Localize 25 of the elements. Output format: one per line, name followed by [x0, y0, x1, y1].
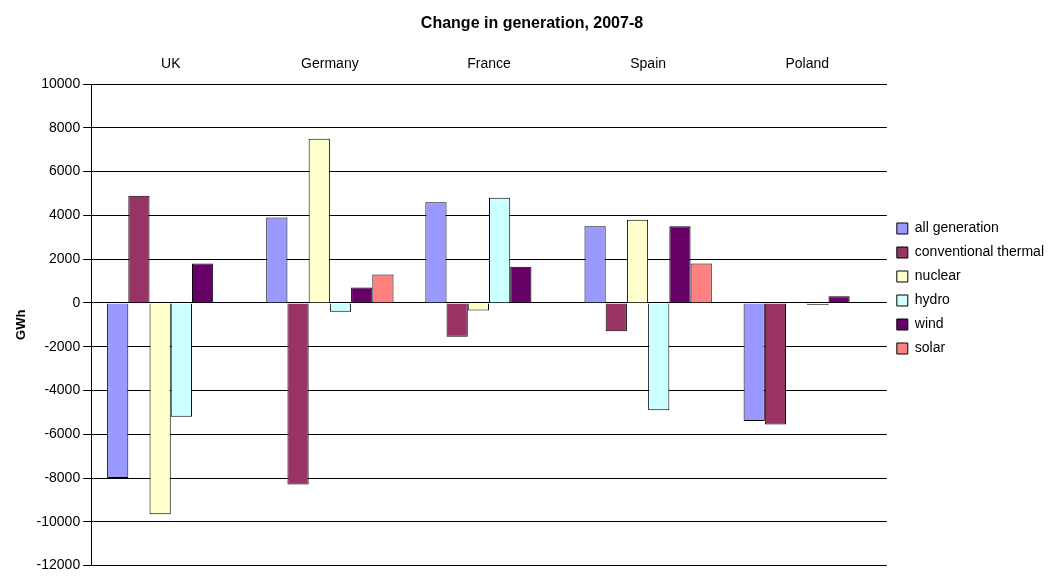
legend-label: hydro — [914, 291, 951, 308]
y-tick-label: 4000 — [49, 206, 81, 223]
x-tick-label: Poland — [785, 55, 830, 72]
y-tick-label: -8000 — [44, 468, 81, 485]
legend-label: all generation — [914, 219, 999, 236]
legend-label: solar — [914, 339, 946, 356]
y-tick-label: 2000 — [49, 249, 81, 266]
x-tick-label: UK — [161, 55, 182, 72]
x-tick-label: Germany — [301, 55, 359, 72]
chart-title: Change in generation, 2007-8 — [420, 14, 644, 32]
legend-label: wind — [913, 315, 944, 332]
x-tick-label: Spain — [630, 55, 667, 72]
y-tick-label: -12000 — [36, 556, 81, 573]
y-tick-label: -4000 — [44, 381, 81, 398]
y-tick-label: 6000 — [49, 162, 81, 179]
legend-label: conventional thermal — [914, 243, 1044, 260]
x-tick-label: France — [467, 55, 511, 72]
y-axis-title: GWh — [13, 309, 29, 340]
y-tick-label: -2000 — [44, 337, 81, 354]
y-tick-label: -6000 — [44, 425, 81, 442]
y-tick-label: 10000 — [41, 74, 81, 91]
y-tick-label: -10000 — [36, 512, 81, 529]
legend-label: nuclear — [914, 267, 962, 284]
y-tick-label: 8000 — [49, 118, 81, 135]
y-tick-label: 0 — [72, 293, 81, 310]
